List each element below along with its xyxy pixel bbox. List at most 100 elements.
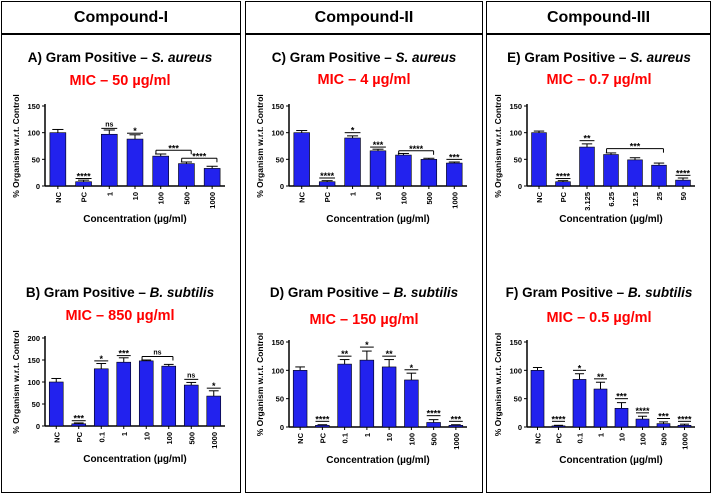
x-tick-label: 500	[425, 192, 434, 205]
bar-10	[138, 360, 154, 427]
significance-label: ***	[451, 414, 462, 424]
bar-10	[381, 366, 397, 428]
chart-title-prefix: F) Gram Positive –	[506, 285, 628, 300]
y-tick-label: 150	[509, 102, 522, 111]
significance-label: **	[583, 134, 591, 144]
x-tick-label: 500	[430, 433, 439, 446]
chart-title: E) Gram Positive – S. aureus	[507, 50, 691, 65]
bar-25	[651, 164, 667, 187]
significance-label: ****	[409, 144, 424, 154]
x-tick-label: 12.5	[631, 192, 640, 207]
mic-subtitle: MIC – 0.7 µg/ml	[546, 72, 651, 88]
significance-label: ****	[677, 414, 692, 424]
y-tick-label: 0	[518, 182, 522, 191]
y-tick-label: 0	[280, 423, 284, 432]
y-tick-label: 0	[518, 423, 522, 432]
x-tick-label: 1	[105, 192, 114, 196]
y-tick-label: 100	[271, 366, 284, 375]
significance-label: ****	[77, 172, 92, 182]
bar-0.1	[572, 379, 587, 428]
bar-PC	[555, 181, 571, 187]
bar-PC	[71, 423, 87, 427]
chart-title-organism: S. aureus	[630, 50, 691, 65]
x-tick-label: 0.1	[97, 432, 106, 442]
x-tick-label: 1000	[210, 432, 219, 449]
x-tick-label: 10	[374, 192, 383, 200]
x-tick-label: 1000	[450, 192, 459, 209]
bar-NC	[49, 132, 67, 187]
significance-label: ****	[315, 414, 330, 424]
y-axis-label: % Organism w.r.t. Control	[493, 333, 503, 437]
chart-title-organism: B. subtilis	[628, 285, 693, 300]
significance-label: ****	[556, 172, 571, 182]
bar-1	[359, 359, 375, 428]
y-axis-label: % Organism w.r.t. Control	[255, 333, 265, 437]
x-tick-label: 500	[187, 432, 196, 445]
bar-10	[126, 138, 144, 187]
y-tick-label: 150	[27, 102, 40, 111]
significance-label: ***	[118, 349, 129, 359]
x-tick-label: 100	[639, 433, 648, 446]
bar-1000	[446, 162, 463, 187]
chart-title: B) Gram Positive – B. subtilis	[26, 285, 215, 300]
bar-500	[183, 384, 199, 427]
x-tick-label: 1000	[681, 433, 690, 450]
x-tick-label: NC	[54, 191, 63, 202]
x-tick-label: 10	[142, 432, 151, 440]
significance-label: ***	[168, 143, 179, 153]
bar-1	[101, 133, 118, 187]
x-tick-label: 1000	[452, 433, 461, 450]
x-tick-label: NC	[534, 432, 543, 443]
significance-label: ***	[449, 152, 460, 162]
x-axis-label: Concentration (µg/ml)	[83, 214, 187, 225]
x-tick-label: 50	[679, 192, 688, 200]
y-tick-label: 200	[27, 334, 40, 343]
bar-1000	[677, 424, 692, 428]
mic-subtitle: MIC – 0.5 µg/ml	[546, 310, 651, 326]
significance-label: **	[386, 349, 394, 359]
chart-title: C) Gram Positive – S. aureus	[272, 50, 457, 65]
chart-panel-3: E) Gram Positive – S. aureus MIC – 0.7 µg…	[493, 50, 695, 225]
x-tick-label: 6.25	[607, 192, 616, 207]
chart-title-organism: B. subtilis	[150, 285, 215, 300]
mic-subtitle: MIC – 50 µg/ml	[69, 73, 170, 89]
header-compound-3: Compound-III	[486, 1, 711, 34]
x-tick-label: NC	[52, 431, 61, 442]
significance-label: ***	[373, 140, 384, 150]
chart-panel-2: C) Gram Positive – S. aureus MIC – 4 µg/m…	[255, 50, 467, 225]
bar-0.1	[337, 363, 352, 428]
significance-label: ns	[153, 349, 161, 356]
x-tick-label: PC	[559, 191, 568, 202]
chart-title-prefix: E) Gram Positive –	[507, 50, 630, 65]
header-compound-2: Compound-II	[245, 1, 483, 34]
chart-title-prefix: B) Gram Positive –	[26, 285, 150, 300]
chart-title-organism: S. aureus	[396, 50, 457, 65]
bar-50	[675, 179, 691, 187]
y-tick-label: 150	[271, 338, 284, 347]
significance-label: ****	[635, 406, 650, 416]
y-tick-label: 50	[276, 395, 284, 404]
bar-1000	[448, 424, 464, 428]
y-tick-label: 50	[276, 155, 284, 164]
significance-label: ****	[676, 168, 691, 178]
y-tick-label: 100	[509, 366, 522, 375]
bar-500	[178, 163, 195, 187]
chart-panel-1: A) Gram Positive – S. aureus MIC – 50 µg/…	[11, 50, 225, 225]
bar-100	[635, 418, 650, 428]
x-axis-label: Concentration (µg/ml)	[559, 214, 663, 225]
bar-6.25	[603, 154, 619, 187]
x-axis-label: Concentration (µg/ml)	[559, 455, 663, 466]
chart-title: D) Gram Positive – B. subtilis	[270, 285, 459, 300]
x-tick-label: 1	[597, 433, 606, 437]
bar-100	[152, 155, 169, 187]
x-tick-label: 1	[349, 192, 358, 196]
bar-PC	[75, 181, 92, 187]
y-tick-label: 50	[32, 400, 40, 409]
y-axis-label: % Organism w.r.t. Control	[11, 330, 21, 434]
x-axis-label: Concentration (µg/ml)	[326, 455, 430, 466]
x-axis-label: Concentration (µg/ml)	[326, 214, 430, 225]
chart-title-prefix: D) Gram Positive –	[270, 285, 394, 300]
header-compound-1: Compound-I	[1, 1, 241, 34]
significance-label: *	[99, 354, 103, 364]
